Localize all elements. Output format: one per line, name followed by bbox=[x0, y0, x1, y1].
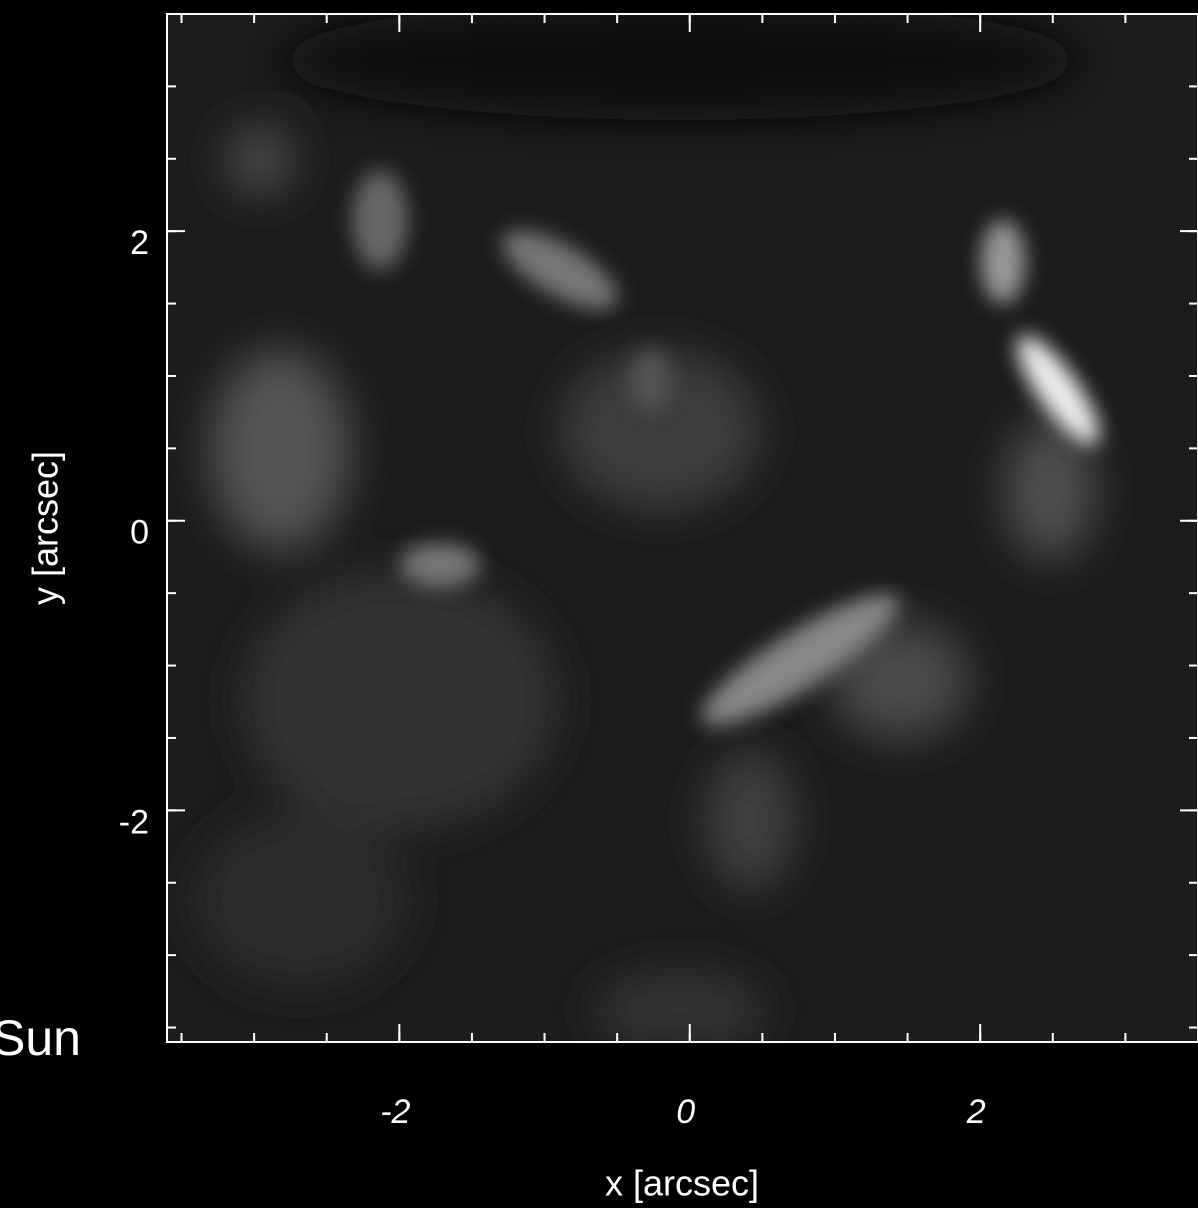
y-tick-label: 0 bbox=[130, 514, 149, 552]
chart: Sun x [arcsec] y [arcsec] -2 0 2 -2 0 2 bbox=[0, 0, 1198, 1208]
page: Sun x [arcsec] y [arcsec] -202-202 (() =… bbox=[0, 0, 1198, 1208]
y-tick-label: 2 bbox=[130, 224, 149, 262]
x-tick-label: 2 bbox=[966, 1093, 986, 1131]
annotation: Sun bbox=[0, 1010, 81, 1066]
y-axis-label: y [arcsec] bbox=[25, 451, 66, 605]
x-tick-label: 0 bbox=[676, 1093, 695, 1131]
intensity-image bbox=[167, 0, 1198, 1050]
x-tick-label: -2 bbox=[380, 1093, 410, 1131]
y-tick-label: -2 bbox=[119, 803, 149, 841]
x-axis-label: x [arcsec] bbox=[605, 1163, 759, 1204]
